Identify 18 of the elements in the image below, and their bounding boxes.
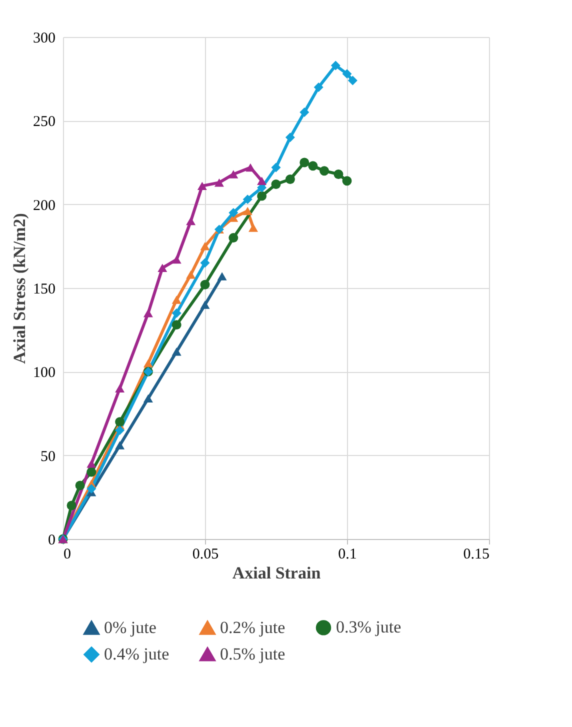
y-tick-label: 0 [48,532,56,548]
legend-label: 0% jute [104,618,156,638]
y-tick-label: 250 [33,114,56,130]
legend-label: 0.4% jute [104,644,170,664]
x-tick-label: 0.1 [338,546,357,562]
legend-label: 0.3% jute [336,618,402,637]
y-tick-label: 150 [33,282,56,298]
x-axis-title: Axial Strain [232,564,322,582]
y-tick-label: 100 [33,365,56,382]
y-tick-label: 50 [40,448,56,465]
y-axis-title: Axial Stress (kN/m2) [10,213,29,364]
legend-label: 0.5% jute [220,644,286,664]
x-tick-label: 0.15 [463,546,490,562]
y-tick-label: 300 [33,30,56,46]
x-tick-label: 0 [64,546,71,562]
x-tick-label: 0.05 [192,546,219,562]
legend-label: 0.2% jute [220,618,286,638]
y-tick-label: 200 [33,198,56,214]
